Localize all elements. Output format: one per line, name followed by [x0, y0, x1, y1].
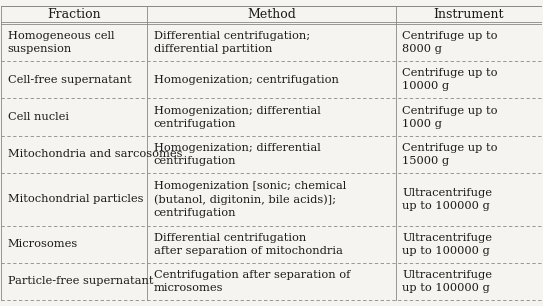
Text: Microsomes: Microsomes — [8, 239, 78, 249]
Text: Mitochondrial particles: Mitochondrial particles — [8, 194, 143, 204]
Text: Ultracentrifuge
up to 100000 g: Ultracentrifuge up to 100000 g — [402, 233, 493, 256]
Text: Homogenization; differential
centrifugation: Homogenization; differential centrifugat… — [154, 143, 320, 166]
Text: Particle-free supernatant: Particle-free supernatant — [8, 276, 153, 286]
Text: Homogenization; centrifugation: Homogenization; centrifugation — [154, 75, 339, 85]
Text: Cell nuclei: Cell nuclei — [8, 112, 69, 122]
Text: Differential centrifugation
after separation of mitochondria: Differential centrifugation after separa… — [154, 233, 343, 256]
Text: Centrifuge up to
1000 g: Centrifuge up to 1000 g — [402, 106, 498, 129]
Text: Instrument: Instrument — [433, 9, 504, 21]
Text: Ultracentrifuge
up to 100000 g: Ultracentrifuge up to 100000 g — [402, 188, 493, 211]
Text: Differential centrifugation;
differential partition: Differential centrifugation; differentia… — [154, 31, 310, 54]
Text: Method: Method — [247, 9, 296, 21]
Text: Homogenization; differential
centrifugation: Homogenization; differential centrifugat… — [154, 106, 320, 129]
Text: Centrifuge up to
15000 g: Centrifuge up to 15000 g — [402, 143, 498, 166]
Text: Homogeneous cell
suspension: Homogeneous cell suspension — [8, 31, 115, 54]
Text: Cell-free supernatant: Cell-free supernatant — [8, 75, 131, 85]
Text: Mitochondria and sarcosomes: Mitochondria and sarcosomes — [8, 149, 182, 159]
Text: Homogenization [sonic; chemical
(butanol, digitonin, bile acids)];
centrifugatio: Homogenization [sonic; chemical (butanol… — [154, 181, 346, 218]
Text: Centrifuge up to
10000 g: Centrifuge up to 10000 g — [402, 68, 498, 91]
Text: Centrifugation after separation of
microsomes: Centrifugation after separation of micro… — [154, 270, 350, 293]
Text: Ultracentrifuge
up to 100000 g: Ultracentrifuge up to 100000 g — [402, 270, 493, 293]
Text: Fraction: Fraction — [47, 9, 101, 21]
Text: Centrifuge up to
8000 g: Centrifuge up to 8000 g — [402, 31, 498, 54]
